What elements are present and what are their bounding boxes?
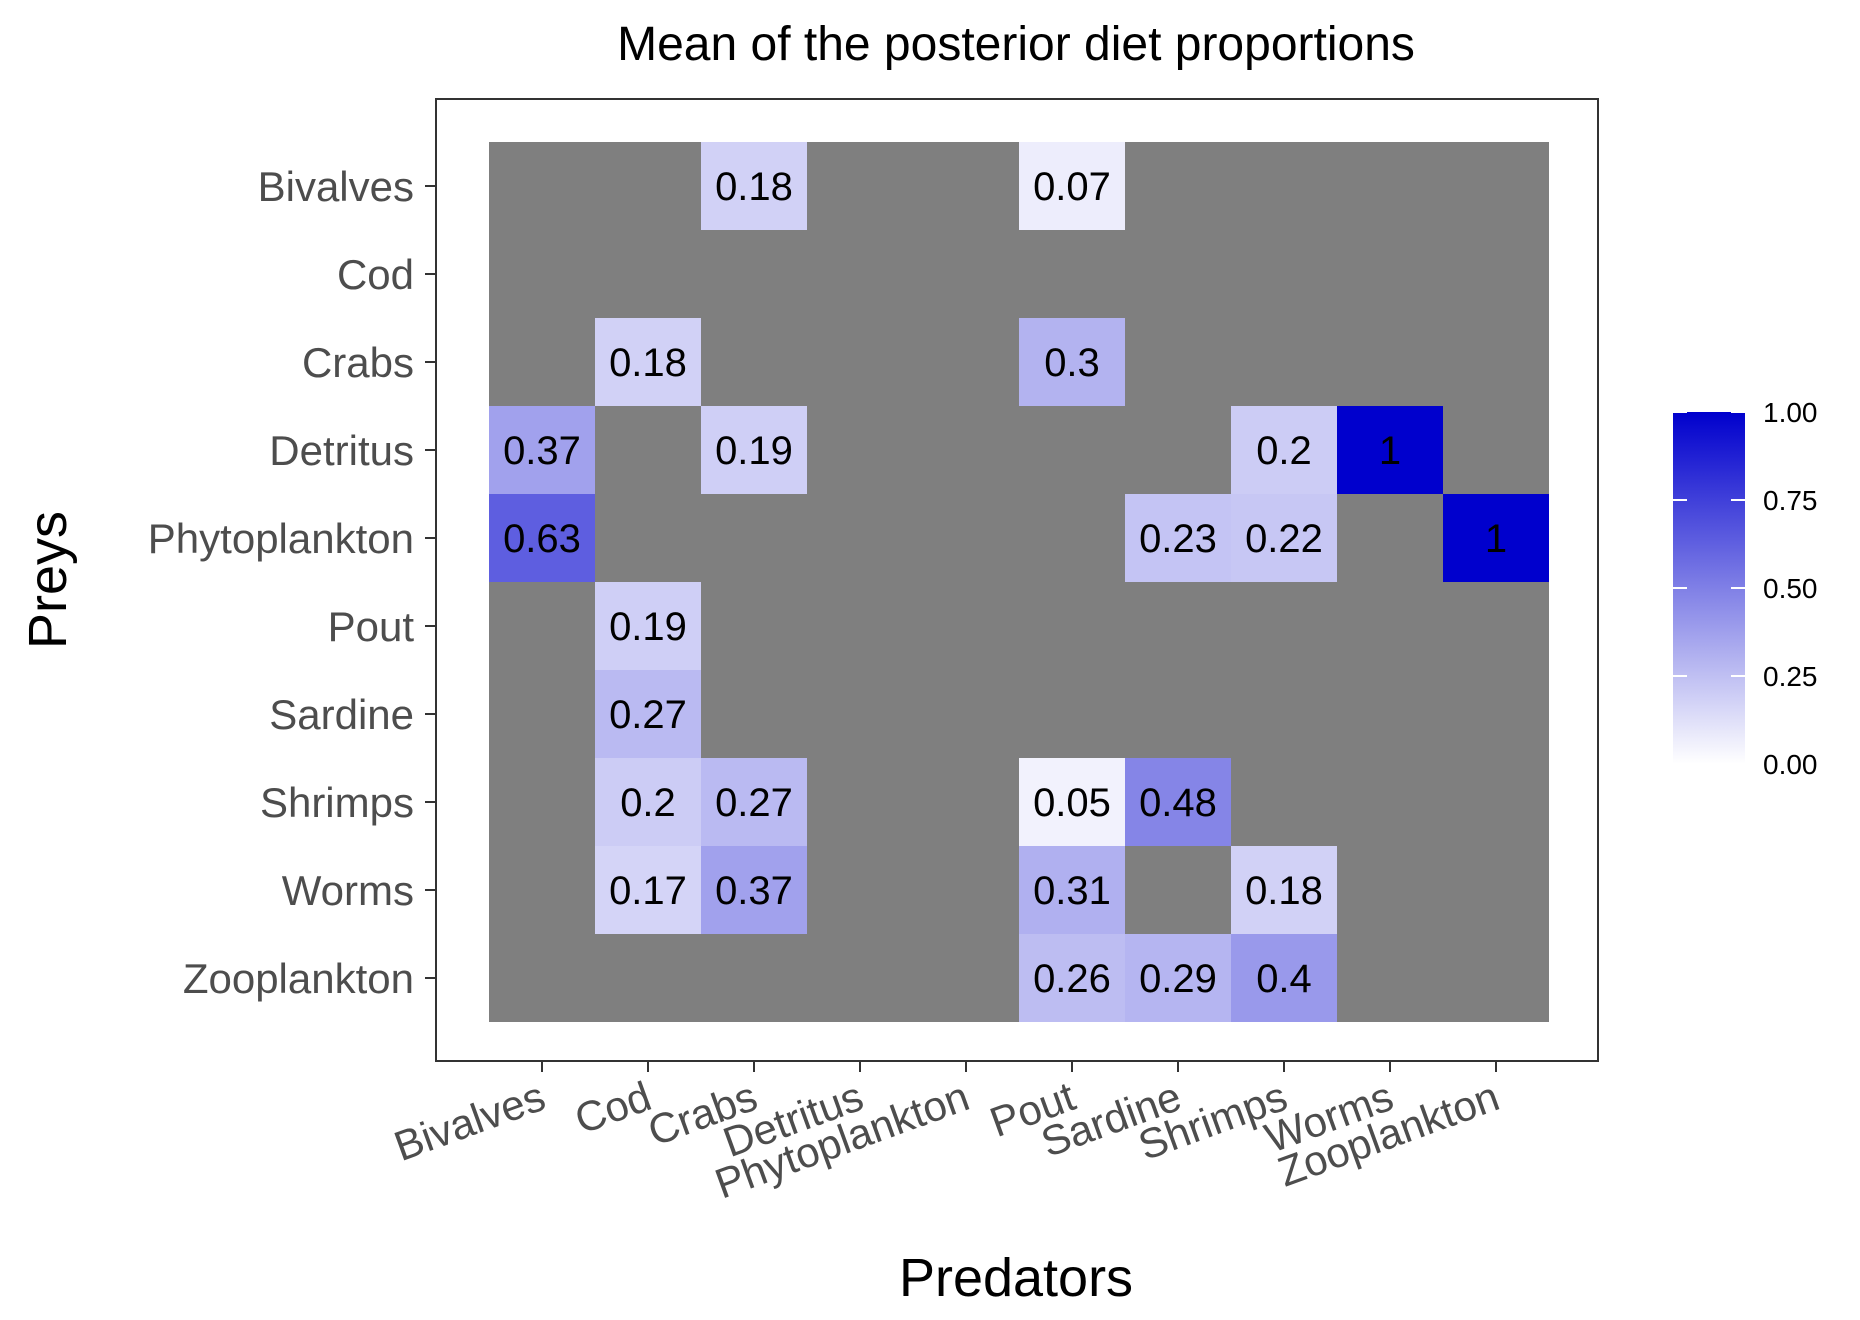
y-tick-label: Worms <box>282 867 414 914</box>
x-tick-label: Cod <box>569 1072 657 1143</box>
heatmap-tile <box>1019 846 1125 934</box>
x-tick-label: Bivalves <box>388 1072 551 1170</box>
heatmap-tile <box>1337 406 1443 494</box>
heatmap-tile <box>1019 934 1125 1022</box>
heatmap-tile <box>1231 934 1337 1022</box>
heatmap-tile <box>595 846 701 934</box>
y-tick-label: Phytoplankton <box>148 515 414 562</box>
cell-value-label: 0.05 <box>1033 781 1111 825</box>
cell-value-label: 0.2 <box>1256 429 1312 473</box>
cell-value-label: 0.18 <box>715 165 793 209</box>
heatmap-tile <box>1125 494 1231 582</box>
x-axis-title: Predators <box>899 1248 1133 1308</box>
heatmap-tile <box>1443 494 1549 582</box>
cell-value-label: 0.18 <box>1245 869 1323 913</box>
cell-value-label: 0.4 <box>1256 957 1312 1001</box>
cell-value-label: 1 <box>1485 517 1507 561</box>
cell-value-label: 0.26 <box>1033 957 1111 1001</box>
legend-tick-label: 0.50 <box>1763 573 1818 604</box>
heatmap-tile <box>595 758 701 846</box>
cell-value-label: 0.2 <box>620 781 676 825</box>
y-axis-title: Preys <box>18 511 78 649</box>
cell-value-label: 0.18 <box>609 341 687 385</box>
heatmap-tile <box>1125 758 1231 846</box>
heatmap-tile <box>1125 934 1231 1022</box>
color-legend: 0.00 0.25 0.50 0.75 1.00 <box>1673 397 1818 780</box>
y-tick-label: Sardine <box>269 691 414 738</box>
heatmap-tile <box>701 406 807 494</box>
cell-value-label: 0.17 <box>609 869 687 913</box>
heatmap-tile <box>489 494 595 582</box>
heatmap-tile <box>701 758 807 846</box>
heatmap-tile <box>595 582 701 670</box>
heatmap-tile <box>595 670 701 758</box>
heatmap-tile <box>1019 142 1125 230</box>
cell-value-label: 0.31 <box>1033 869 1111 913</box>
heatmap-tiles <box>489 142 1549 1022</box>
legend-tick-label: 0.00 <box>1763 749 1818 780</box>
cell-value-label: 0.27 <box>609 693 687 737</box>
legend-tick-label: 1.00 <box>1763 397 1818 428</box>
panel-border <box>435 98 1599 1062</box>
heatmap-tile <box>1231 494 1337 582</box>
cell-value-label: 0.48 <box>1139 781 1217 825</box>
cell-value-label: 0.29 <box>1139 957 1217 1001</box>
cell-value-label: 0.27 <box>715 781 793 825</box>
heatmap-tile <box>701 846 807 934</box>
heatmap-tile <box>1231 406 1337 494</box>
cell-value-label: 0.37 <box>715 869 793 913</box>
cell-value-label: 1 <box>1379 429 1401 473</box>
legend-tick-label: 0.75 <box>1763 485 1818 516</box>
cell-value-label: 0.23 <box>1139 517 1217 561</box>
cell-value-label: 0.19 <box>609 605 687 649</box>
y-tick-label: Shrimps <box>260 779 414 826</box>
cell-value-label: 0.19 <box>715 429 793 473</box>
y-tick-label: Detritus <box>269 427 414 474</box>
cell-value-label: 0.22 <box>1245 517 1323 561</box>
heatmap-tile <box>1019 758 1125 846</box>
legend-tick-label: 0.25 <box>1763 661 1818 692</box>
heatmap-tile <box>595 318 701 406</box>
chart-title: Mean of the posterior diet proportions <box>617 18 1415 71</box>
cell-value-label: 0.63 <box>503 517 581 561</box>
cell-value-label: 0.37 <box>503 429 581 473</box>
cell-value-label: 0.3 <box>1044 341 1100 385</box>
y-axis: Bivalves Cod Crabs Detritus Phytoplankton Pou… <box>148 163 436 1002</box>
y-tick-label: Pout <box>328 603 415 650</box>
heatmap-tile <box>1019 318 1125 406</box>
y-tick-label: Cod <box>337 251 414 298</box>
heatmap-tile <box>489 406 595 494</box>
cell-value-label: 0.07 <box>1033 165 1111 209</box>
heatmap-cell-labels: 0.18 0.07 0.18 0.3 0.37 0.19 0.2 1 0.63 0.23 0.22 1… <box>503 165 1507 1001</box>
heatmap-tile <box>701 142 807 230</box>
y-tick-label: Bivalves <box>258 163 414 210</box>
y-tick-label: Zooplankton <box>183 955 414 1002</box>
heatmap-tile <box>1231 846 1337 934</box>
y-tick-label: Crabs <box>302 339 414 386</box>
